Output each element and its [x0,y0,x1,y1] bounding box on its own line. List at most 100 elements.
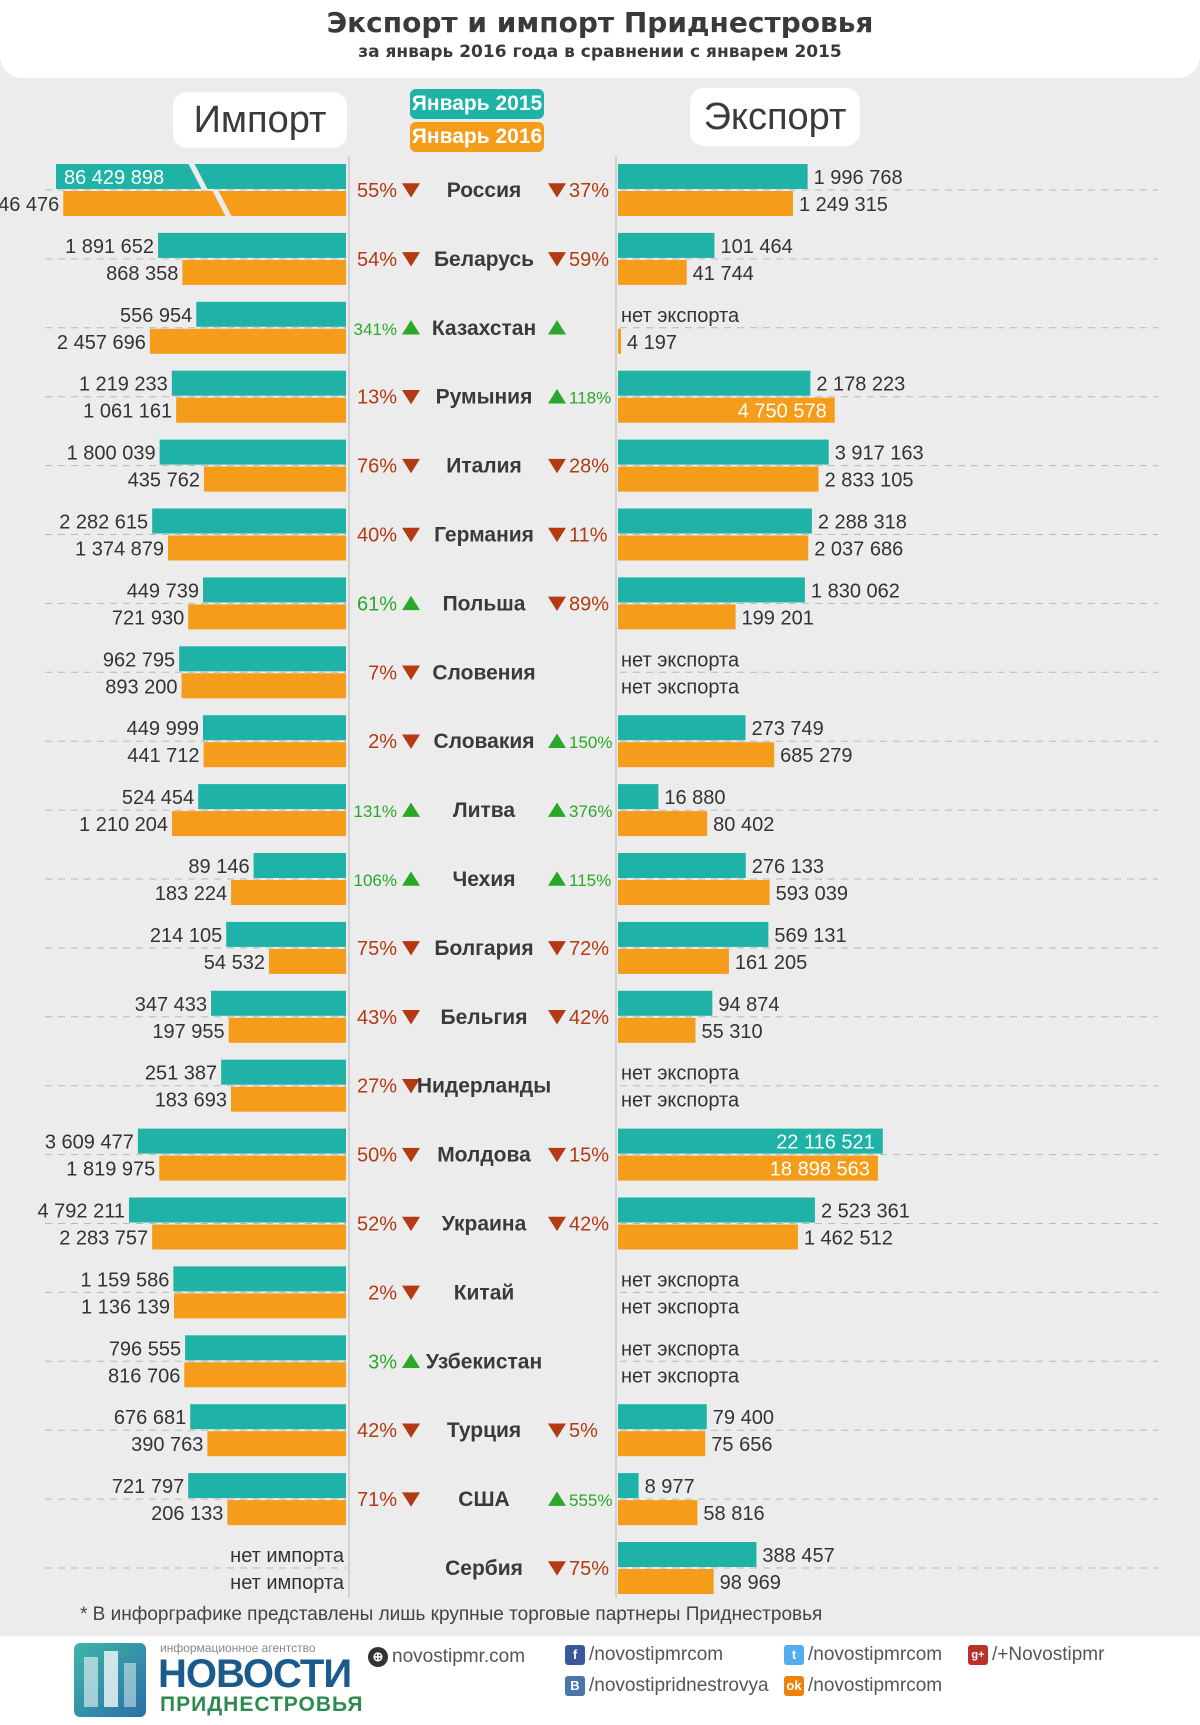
export-bar [618,397,835,423]
export-change-label: 376% [569,802,612,821]
import-change-arrow-icon [402,941,420,956]
twitter-icon: t [784,1645,804,1665]
export-bar [618,1542,757,1567]
import-value-label: 3 609 477 [45,1132,134,1154]
export-value-label: 273 749 [751,718,823,740]
logo-icon [74,1643,146,1717]
export-value-label: 4 197 [627,332,677,354]
export-bar [618,1128,883,1154]
import-change-label: 3% [368,1351,397,1373]
export-value-label: 22 116 521 [776,1132,875,1154]
import-value-label: 2 283 757 [59,1228,148,1250]
import-value-label: 816 706 [108,1365,180,1387]
import-value-label: 39 246 476 [0,194,59,216]
import-value-label: 2 457 696 [57,332,146,354]
import-change-arrow-icon [402,183,420,198]
header: Экспорт и импорт Приднестровья за январь… [0,0,1200,78]
import-value-label: 721 930 [112,607,184,629]
export-change-arrow-icon [548,252,566,267]
export-bar [618,1569,714,1594]
import-change-label: 50% [357,1145,397,1167]
export-change-label: 28% [569,456,609,478]
export-change-label: 59% [569,249,609,271]
import-value-label: 347 433 [135,994,207,1016]
import-value-label: 721 797 [112,1476,184,1498]
export-bar [618,191,793,216]
country-label: Узбекистан [426,1350,542,1373]
export-change-arrow-icon [548,389,566,404]
import-bar [202,715,346,741]
import-change-label: 106% [354,871,397,890]
export-change-arrow-icon [548,1216,566,1232]
import-bar [179,646,346,672]
page-title: Экспорт и импорт Приднестровья [326,6,874,39]
export-bar [618,811,708,837]
gplus-link[interactable]: g+/+Novostipmr [968,1644,1104,1666]
facebook-link[interactable]: f/novostipmrcom [565,1644,723,1666]
twitter-link[interactable]: t/novostipmrcom [784,1644,942,1666]
vk-link[interactable]: B/novostipridnestrovya [565,1675,769,1697]
import-change-arrow-icon [402,389,420,405]
site-link[interactable]: ⊕ novostipmr.com [368,1646,525,1668]
export-value-label: 276 133 [752,856,824,878]
import-bar [159,1155,346,1181]
export-value-label: нет экспорта [621,676,740,698]
export-value-label: 161 205 [735,952,807,974]
import-value-label: 183 693 [155,1090,227,1112]
country-label: Украина [442,1213,527,1236]
export-change-label: 150% [569,733,612,752]
export-change-label: 115% [569,871,611,890]
facebook-label: /novostipmrcom [589,1644,724,1665]
export-value-label: 1 249 315 [799,194,888,216]
export-value-label: 58 816 [703,1503,764,1525]
country-label: Италия [446,455,522,478]
import-bar [174,1293,346,1319]
import-value-label: 796 555 [109,1338,181,1360]
import-value-label: 449 999 [127,718,199,740]
import-bar [221,1059,346,1085]
import-bar [171,370,346,396]
export-value-label: 75 656 [711,1434,772,1456]
legend-2015: Январь 2015 [410,89,544,119]
export-value-label: 1 996 768 [814,167,903,189]
page-subtitle: за январь 2016 года в сравнении с январе… [358,42,842,62]
export-bar [618,1224,798,1250]
export-change-arrow-icon [548,1147,566,1163]
export-bar [618,1197,815,1223]
export-bar [618,853,746,878]
export-value-label: нет экспорта [621,1063,740,1085]
import-bar [185,1335,346,1361]
import-bar [188,604,346,630]
import-change-label: 131% [354,802,397,821]
export-value-label: 16 880 [664,787,725,809]
export-change-arrow-icon [548,871,566,886]
export-change-arrow-icon [548,183,566,198]
import-change-label: 61% [357,593,397,615]
export-value-label: 80 402 [713,814,774,836]
export-value-label: 2 288 318 [818,512,907,534]
export-value-label: 388 457 [762,1545,834,1567]
site-label: novostipmr.com [392,1646,526,1667]
import-change-arrow-icon [402,802,420,817]
export-change-label: 42% [569,1007,609,1029]
export-change-arrow-icon [548,733,566,748]
import-value-label: нет импорта [230,1545,345,1567]
country-label: Молдова [437,1144,531,1167]
country-label: Россия [447,179,522,202]
export-bar [618,1473,639,1499]
import-bar [168,535,346,561]
export-change-arrow-icon [548,458,566,474]
export-value-label: 79 400 [713,1407,774,1429]
import-value-label: 893 200 [105,676,177,698]
ok-link[interactable]: ok/novostipmrcom [784,1675,942,1697]
country-label: Турция [447,1419,521,1442]
export-bar [618,232,715,258]
export-bar [618,604,736,630]
country-label: Германия [434,524,534,547]
export-value-label: 8 977 [645,1476,695,1498]
vk-icon: B [565,1676,585,1696]
import-change-arrow-icon [402,1147,420,1163]
export-value-label: 18 898 563 [770,1159,870,1181]
export-value-label: 3 917 163 [835,443,924,465]
import-value-label: 1 891 652 [65,236,154,258]
